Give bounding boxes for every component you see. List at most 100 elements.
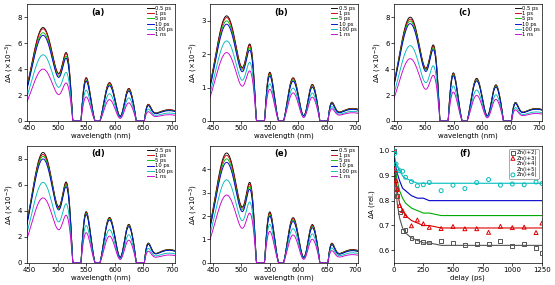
1 ps	[301, 114, 307, 117]
10 ps	[355, 109, 362, 112]
100 ps	[499, 112, 506, 116]
0.5 ps	[171, 109, 178, 112]
100 ps	[266, 223, 273, 226]
Y-axis label: $\Delta$A ($\times$10$^{-3}$): $\Delta$A ($\times$10$^{-3}$)	[188, 42, 200, 83]
Zn(i+6)	[484, 177, 493, 182]
Zn(i+2)	[393, 194, 402, 199]
Zn(i+2)	[390, 170, 399, 174]
5 ps	[132, 251, 138, 255]
100 ps	[407, 44, 413, 47]
5 ps	[253, 261, 260, 264]
10 ps	[23, 89, 30, 93]
5 ps	[224, 19, 230, 23]
Line: 100 ps: 100 ps	[210, 41, 359, 121]
1 ps	[256, 261, 263, 264]
0.5 ps	[225, 152, 231, 156]
Y-axis label: $\Delta$A (rel.): $\Delta$A (rel.)	[367, 189, 377, 219]
Legend: 0.5 ps, 1 ps, 5 ps, 10 ps, 100 ps, 1 ns: 0.5 ps, 1 ps, 5 ps, 10 ps, 100 ps, 1 ns	[147, 5, 174, 38]
0.5 ps	[117, 255, 124, 259]
Zn(i+5)	[395, 176, 404, 181]
1 ps	[69, 261, 76, 264]
5 ps	[315, 110, 322, 113]
Zn(i+2)	[413, 239, 422, 243]
100 ps	[131, 250, 138, 253]
Zn(i+3)	[461, 227, 470, 231]
Zn(i+4)	[538, 217, 547, 221]
0.5 ps	[301, 114, 307, 117]
5 ps	[315, 247, 321, 250]
1 ps	[132, 111, 138, 114]
0.5 ps	[253, 119, 260, 123]
Line: 1 ps: 1 ps	[27, 29, 175, 121]
Line: 1 ps: 1 ps	[210, 155, 359, 263]
Zn(i+4)	[519, 214, 528, 219]
0.5 ps	[131, 106, 138, 109]
1 ps	[72, 119, 79, 123]
0.5 ps	[266, 210, 273, 214]
Line: 5 ps: 5 ps	[393, 21, 542, 121]
0.5 ps	[225, 15, 231, 19]
0.5 ps	[207, 83, 214, 86]
Zn(i+3)	[407, 223, 416, 228]
Zn(i+4)	[437, 213, 446, 218]
Zn(i+6)	[392, 162, 401, 166]
100 ps	[266, 82, 273, 86]
10 ps	[315, 247, 321, 250]
1 ns	[131, 112, 138, 115]
100 ps	[40, 181, 47, 184]
5 ps	[207, 225, 214, 228]
10 ps	[301, 114, 307, 118]
Line: 0.5 ps: 0.5 ps	[27, 28, 175, 121]
Zn(i+5)	[393, 175, 402, 179]
5 ps	[131, 107, 138, 110]
Zn(i+6)	[538, 181, 547, 186]
1 ns	[315, 110, 321, 113]
100 ps	[539, 111, 546, 114]
10 ps	[408, 23, 415, 27]
0.5 ps	[315, 110, 322, 113]
Zn(i+2)	[395, 210, 404, 215]
0.5 ps	[23, 223, 30, 226]
Line: 10 ps: 10 ps	[210, 24, 359, 121]
Zn(i+3)	[532, 230, 541, 235]
0.5 ps	[40, 26, 47, 29]
Zn(i+2)	[419, 239, 428, 244]
5 ps	[266, 213, 273, 216]
Zn(i+5)	[419, 196, 428, 200]
1 ps	[225, 155, 231, 158]
Zn(i+6)	[519, 183, 528, 187]
10 ps	[450, 74, 456, 78]
100 ps	[485, 115, 491, 119]
0.5 ps	[131, 246, 138, 249]
100 ps	[253, 119, 260, 123]
5 ps	[407, 19, 413, 23]
Zn(i+3)	[496, 224, 505, 229]
1 ps	[256, 119, 263, 123]
5 ps	[207, 84, 214, 88]
1 ns	[171, 254, 178, 257]
5 ps	[83, 212, 89, 215]
Line: 5 ps: 5 ps	[210, 159, 359, 263]
0.5 ps	[253, 261, 260, 264]
10 ps	[207, 86, 214, 89]
Zn(i+5)	[519, 202, 528, 207]
1 ps	[131, 106, 138, 110]
5 ps	[69, 261, 76, 264]
1 ps	[224, 16, 230, 19]
1 ps	[485, 114, 491, 117]
0.5 ps	[315, 105, 321, 108]
5 ps	[315, 105, 321, 109]
Zn(i+4)	[532, 219, 541, 223]
0.5 ps	[224, 14, 230, 18]
5 ps	[42, 32, 48, 35]
100 ps	[408, 45, 415, 48]
Text: (f): (f)	[459, 149, 471, 158]
Legend: 0.5 ps, 1 ps, 5 ps, 10 ps, 100 ps, 1 ns: 0.5 ps, 1 ps, 5 ps, 10 ps, 100 ps, 1 ns	[147, 147, 174, 179]
10 ps	[224, 161, 230, 164]
Zn(i+5)	[413, 193, 422, 197]
Zn(i+4)	[413, 210, 422, 215]
1 ps	[253, 261, 260, 264]
Zn(i+2)	[496, 239, 505, 243]
Zn(i+4)	[392, 170, 401, 175]
5 ps	[499, 110, 506, 113]
